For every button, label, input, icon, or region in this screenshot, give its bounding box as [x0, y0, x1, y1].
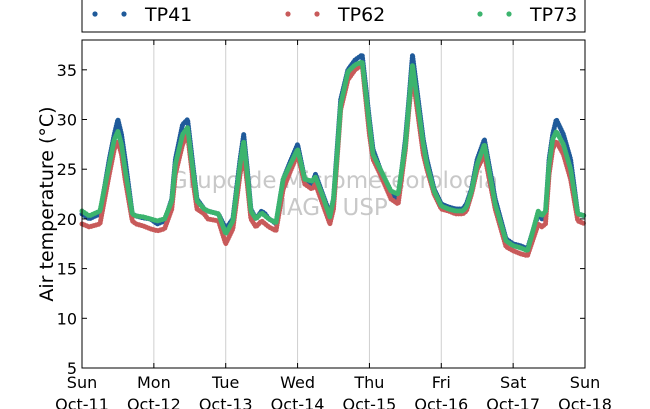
legend-box — [81, 0, 586, 33]
series-line-tp62 — [79, 62, 588, 259]
x-tick-date-label: Oct-18 — [558, 395, 612, 409]
legend-label-tp41: TP41 — [144, 4, 192, 26]
series-line-tp73 — [79, 59, 588, 254]
legend-marker-tp41-a — [92, 11, 98, 17]
y-tick-label: 25 — [57, 160, 77, 179]
x-tick-date-label: Oct-14 — [271, 395, 325, 409]
x-tick-day-label: Sun — [570, 373, 600, 392]
legend-items: TP41 TP62 TP73 — [92, 4, 577, 26]
x-tick-date-label: Oct-11 — [55, 395, 109, 409]
x-tick-day-label: Thu — [353, 373, 384, 392]
x-tick-date-label: Oct-12 — [127, 395, 181, 409]
legend-marker-tp73-a — [477, 11, 483, 17]
legend-marker-tp62-a — [285, 11, 291, 17]
y-tick-label: 30 — [57, 111, 77, 130]
legend: TP41 TP62 TP73 — [81, 0, 586, 33]
y-axis: 5 10 15 20 25 30 35 — [57, 61, 585, 378]
x-tick-date-label: Oct-17 — [486, 395, 540, 409]
legend-label-tp73: TP73 — [529, 4, 577, 26]
y-axis-label: Air temperature (°C) — [36, 106, 58, 301]
y-tick-label: 20 — [57, 210, 77, 229]
x-tick-day-label: Wed — [280, 373, 315, 392]
x-tick-day-label: Tue — [211, 373, 239, 392]
x-tick-date-label: Oct-15 — [343, 395, 397, 409]
legend-label-tp62: TP62 — [337, 4, 385, 26]
x-tick-day-label: Sat — [500, 373, 526, 392]
x-axis: Sun Oct-11 Mon Oct-12 Tue Oct-13 Wed Oct-14 Thu O… — [55, 40, 612, 409]
x-tick-date-label: Oct-16 — [414, 395, 468, 409]
y-tick-label: 35 — [57, 61, 77, 80]
y-tick-label: 10 — [57, 309, 77, 328]
x-tick-date-label: Oct-13 — [199, 395, 253, 409]
legend-marker-tp62-b — [314, 11, 320, 17]
x-tick-day-label: Mon — [137, 373, 171, 392]
x-tick-day-label: Sun — [67, 373, 97, 392]
plot-frame — [81, 39, 586, 369]
y-tick-label: 15 — [57, 260, 77, 279]
series-layer — [79, 52, 588, 259]
legend-marker-tp41-b — [121, 11, 127, 17]
y-tick-label: 5 — [67, 359, 77, 378]
x-tick-day-label: Fri — [432, 373, 451, 392]
legend-marker-tp73-b — [506, 11, 512, 17]
